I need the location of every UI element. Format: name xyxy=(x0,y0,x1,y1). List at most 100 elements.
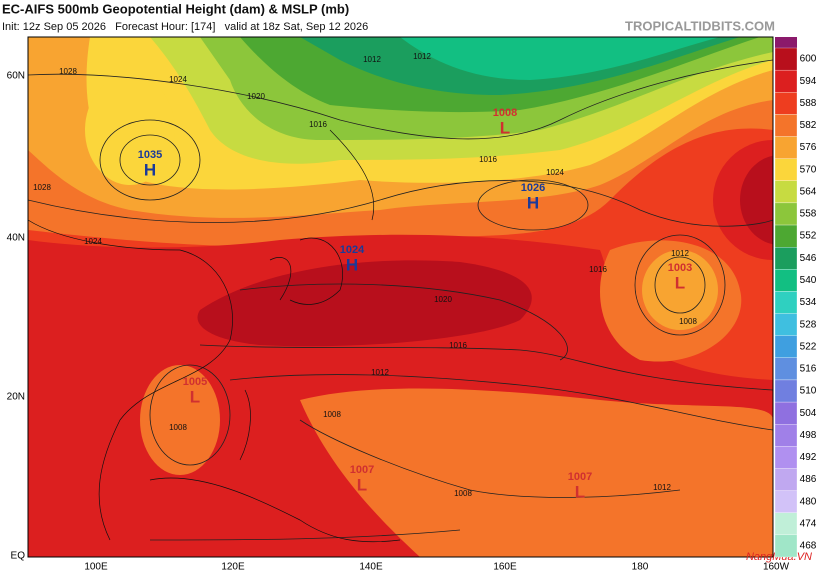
colorbar-swatch xyxy=(774,468,798,491)
colorbar-label: 552 xyxy=(800,231,817,242)
isobar-label: 1012 xyxy=(671,249,689,258)
height-field xyxy=(28,37,773,557)
isobar-label: 1016 xyxy=(449,341,467,350)
colorbar-label: 522 xyxy=(800,341,817,352)
longitude-label: 180 xyxy=(632,562,649,573)
isobar-label: 1020 xyxy=(247,92,265,101)
colorbar-label: 588 xyxy=(800,98,817,109)
colorbar-label: 468 xyxy=(800,541,817,552)
colorbar-swatch xyxy=(774,202,798,226)
latitude-label: 20N xyxy=(7,392,25,403)
pressure-value: 1007 xyxy=(568,471,592,483)
colorbar-swatch xyxy=(774,247,798,270)
longitude-label: 160W xyxy=(763,562,790,573)
isobar-label: 1016 xyxy=(309,120,327,129)
colorbar-swatch xyxy=(774,379,798,403)
colorbar-swatch xyxy=(774,92,798,115)
isobars xyxy=(28,59,773,541)
colorbar-swatch xyxy=(774,47,798,71)
colorbar-swatch xyxy=(774,158,798,181)
pressure-symbol: L xyxy=(575,482,585,501)
isobar-label: 1012 xyxy=(363,55,381,64)
isobar-label: 1008 xyxy=(679,317,697,326)
colorbar-swatch xyxy=(774,69,798,93)
isobar-label: 1008 xyxy=(454,489,472,498)
pressure-value: 1008 xyxy=(493,107,517,119)
pressure-value: 1005 xyxy=(183,376,207,388)
colorbar-label: 558 xyxy=(800,209,817,220)
longitude-label: 160E xyxy=(493,562,517,573)
isobar-label: 1020 xyxy=(434,295,452,304)
colorbar-swatch xyxy=(774,313,798,336)
isobar-label: 1024 xyxy=(84,237,102,246)
colorbar-swatch xyxy=(774,136,798,159)
colorbar-swatch xyxy=(774,335,798,358)
pressure-symbol: L xyxy=(190,387,200,406)
subtitle: Init: 12z Sep 05 2026 Forecast Hour: [17… xyxy=(2,21,368,33)
isobar-label: 1012 xyxy=(371,368,389,377)
isobar-label: 1008 xyxy=(169,423,187,432)
longitude-label: 100E xyxy=(84,562,108,573)
colorbar-label: 600 xyxy=(800,54,817,65)
colorbar-label: 498 xyxy=(800,430,817,441)
colorbar-label: 582 xyxy=(800,120,817,131)
pressure-value: 1007 xyxy=(350,464,374,476)
latitude-label: 60N xyxy=(7,71,25,82)
isobar-label: 1028 xyxy=(59,67,77,76)
colorbar-label: 540 xyxy=(800,275,817,286)
pressure-value: 1026 xyxy=(521,182,545,194)
pressure-symbol: L xyxy=(500,118,510,137)
colorbar-swatch xyxy=(774,180,798,204)
isobar-label: 1028 xyxy=(33,183,51,192)
colorbar-swatch xyxy=(774,291,798,314)
pressure-value: 1035 xyxy=(138,149,162,161)
colorbar-swatch xyxy=(774,114,798,137)
colorbar-cap xyxy=(775,37,797,48)
latitude-label: EQ xyxy=(11,551,26,562)
pressure-symbol: L xyxy=(675,273,685,292)
colorbar-label: 516 xyxy=(800,364,817,375)
colorbar-swatch xyxy=(774,446,798,469)
colorbar-label: 570 xyxy=(800,164,817,175)
map-frame xyxy=(27,36,774,558)
title: EC-AIFS 500mb Geopotential Height (dam) … xyxy=(2,1,349,16)
pressure-value: 1003 xyxy=(668,262,692,274)
colorbar-label: 510 xyxy=(800,386,817,397)
colorbar-label: 486 xyxy=(800,474,817,485)
pressure-symbol: H xyxy=(346,255,358,274)
pressure-symbol: H xyxy=(144,160,156,179)
colorbar-label: 492 xyxy=(800,452,817,463)
site-credit: TROPICALTIDBITS.COM xyxy=(625,18,775,33)
colorbar-label: 534 xyxy=(800,297,817,308)
colorbar-swatch xyxy=(774,424,798,447)
isobar-label: 1012 xyxy=(413,52,431,61)
colorbar-swatch xyxy=(774,490,798,513)
colorbar-swatch xyxy=(774,224,798,248)
colorbar-label: 528 xyxy=(800,319,817,330)
pressure-symbol: L xyxy=(357,475,367,494)
colorbar-label: 546 xyxy=(800,253,817,264)
colorbar-label: 474 xyxy=(800,518,817,529)
isobar-label: 1012 xyxy=(653,483,671,492)
colorbar-swatch xyxy=(774,534,798,558)
pressure-value: 1024 xyxy=(340,244,365,256)
colorbar-label: 594 xyxy=(800,76,817,87)
longitude-label: 120E xyxy=(221,562,245,573)
latitude-label: 40N xyxy=(7,233,25,244)
longitude-label: 140E xyxy=(359,562,383,573)
colorbar-label: 576 xyxy=(800,142,817,153)
isobar-label: 1024 xyxy=(169,75,187,84)
isobar-label: 1008 xyxy=(323,410,341,419)
colorbar-label: 480 xyxy=(800,496,817,507)
isobar-label: 1024 xyxy=(546,168,564,177)
colorbar-label: 564 xyxy=(800,186,817,197)
colorbar-swatch xyxy=(774,401,798,425)
colorbar-swatch xyxy=(774,357,798,381)
pressure-symbol: H xyxy=(527,193,539,212)
isobar-label: 1016 xyxy=(479,155,497,164)
coastlines xyxy=(28,129,401,543)
colorbar-swatch xyxy=(774,269,798,292)
isobar-label: 1016 xyxy=(589,265,607,274)
colorbar-label: 504 xyxy=(800,408,817,419)
